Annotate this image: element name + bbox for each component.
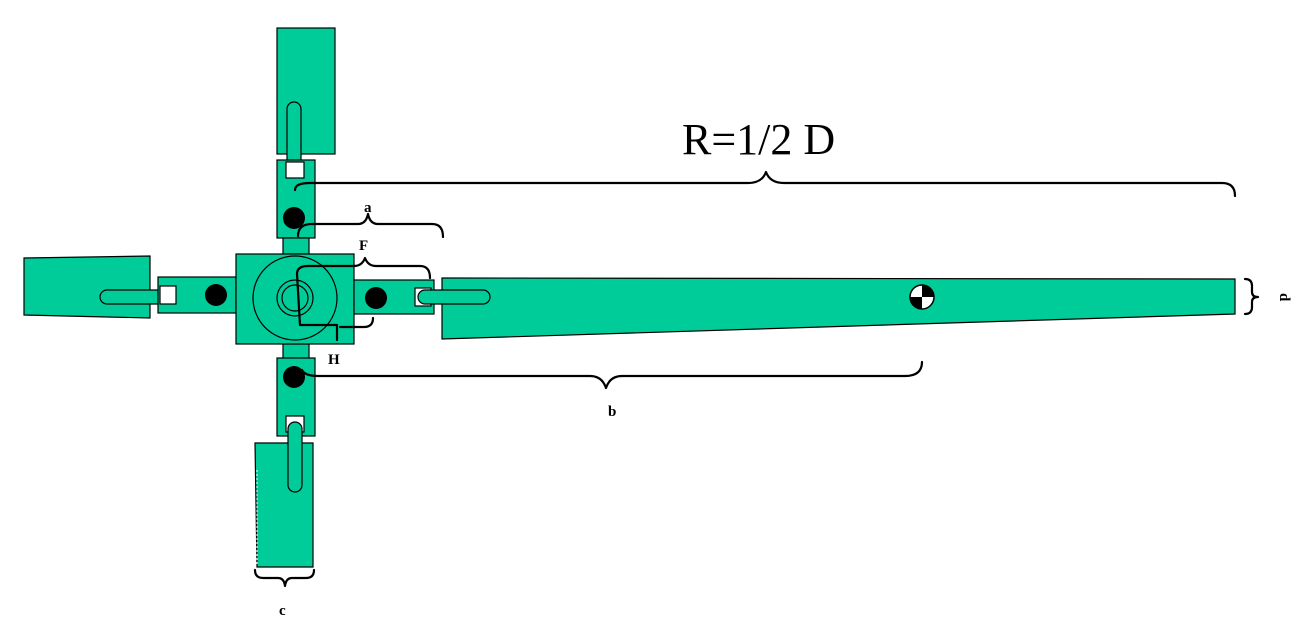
label-b: b: [608, 404, 616, 420]
left-grip: [157, 276, 237, 314]
bracket-b: [300, 360, 924, 390]
bracket-r: [293, 170, 1237, 198]
bottom-blade-slot: [287, 421, 303, 493]
label-d: d: [1276, 293, 1292, 302]
top-grip-stem: [282, 237, 310, 255]
label-radius: R=1/2 D: [682, 115, 835, 164]
left-grip-slot: [159, 285, 177, 305]
bracket-a: [296, 212, 445, 239]
label-c: c: [279, 603, 286, 619]
right-blade: [417, 277, 1236, 340]
label-f: F: [359, 238, 368, 254]
bracket-f-inner: [338, 316, 375, 329]
left-blade: [23, 255, 175, 319]
rotor-hub: [235, 253, 355, 345]
label-a: a: [364, 200, 372, 216]
bottom-grip-pin: [283, 366, 305, 388]
right-grip-pin: [365, 287, 387, 309]
bracket-f-h: [295, 256, 432, 342]
label-h: H: [328, 352, 340, 368]
left-grip-pin: [205, 284, 227, 306]
hub-shaft: [281, 284, 309, 312]
bottom-blade-body: [254, 442, 314, 568]
top-blade: [276, 27, 336, 177]
center-of-gravity-icon: [909, 284, 935, 310]
top-grip-slot: [285, 161, 305, 179]
bracket-d: [1243, 277, 1260, 316]
top-grip-pin: [283, 207, 305, 229]
right-blade-body: [441, 277, 1236, 340]
top-grip: [276, 159, 316, 255]
left-blade-body: [23, 255, 151, 319]
right-blade-slot: [417, 289, 491, 305]
bottom-blade: [254, 421, 314, 568]
bracket-c: [253, 568, 316, 588]
top-blade-body: [276, 27, 336, 155]
